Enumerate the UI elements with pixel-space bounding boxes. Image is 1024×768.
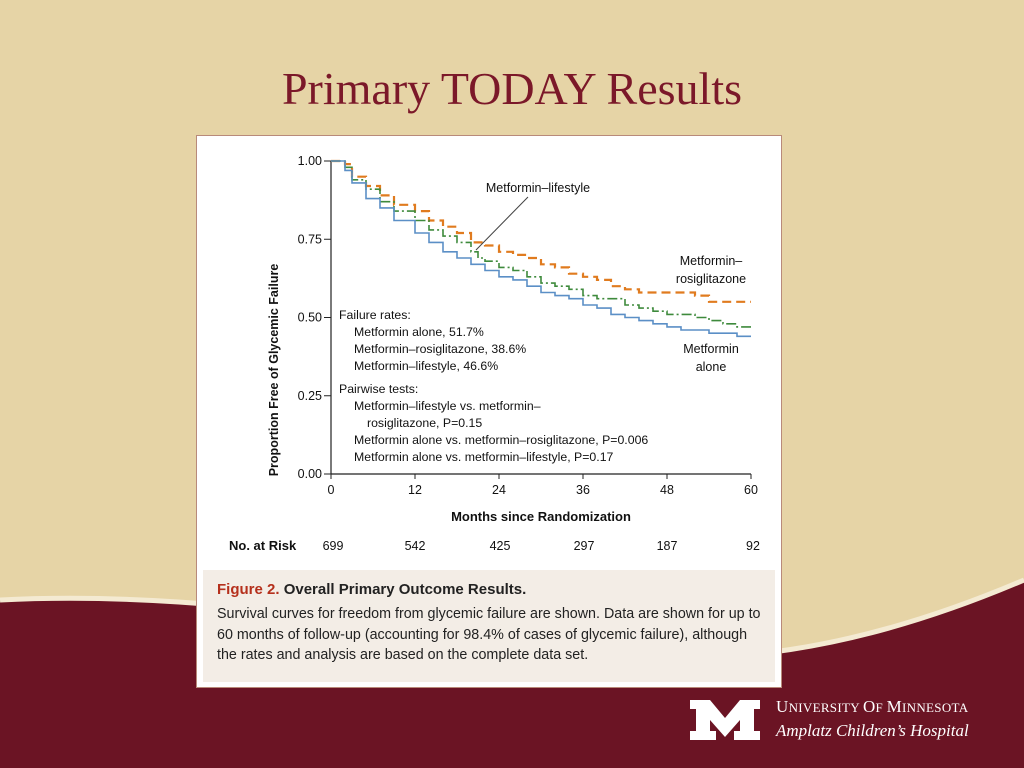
- series-label-rosiglitazone-1: Metformin–: [680, 254, 743, 268]
- at-risk-value: 542: [405, 539, 426, 553]
- at-risk-value: 297: [574, 539, 595, 553]
- chart-axes: 0 12 24 36 48 60 0.00 0.25 0.50 0.75 1.00: [298, 154, 758, 497]
- annotation-rate-lifestyle: Metformin–lifestyle, 46.6%: [354, 359, 498, 373]
- at-risk-values: 699 542 425 297 187 92: [323, 539, 760, 553]
- hospital-name: Amplatz Children’s Hospital: [776, 721, 969, 740]
- university-name: UNIVERSITY OF MINNESOTA: [776, 697, 969, 716]
- figure-caption: Figure 2. Overall Primary Outcome Result…: [203, 570, 775, 682]
- university-logo: [690, 700, 760, 745]
- series-label-lifestyle: Metformin–lifestyle: [486, 181, 590, 195]
- y-tick-label: 0.25: [298, 389, 322, 403]
- figure-card: 0 12 24 36 48 60 0.00 0.25 0.50 0.75 1.00 Proporti…: [196, 135, 782, 688]
- y-tick-label: 0.50: [298, 311, 322, 325]
- x-tick-label: 24: [492, 483, 506, 497]
- at-risk-value: 187: [657, 539, 678, 553]
- annotation-test-1b: rosiglitazone, P=0.15: [367, 416, 482, 430]
- km-chart: 0 12 24 36 48 60 0.00 0.25 0.50 0.75 1.00 Proporti…: [229, 154, 760, 553]
- chart-series: [331, 159, 751, 338]
- series-label-alone-2: alone: [696, 360, 727, 374]
- annotation-test-2: Metformin alone vs. metformin–rosiglitaz…: [354, 433, 648, 447]
- annotation-test-3: Metformin alone vs. metformin–lifestyle,…: [354, 450, 614, 464]
- block-m-icon: [690, 700, 760, 740]
- annotation-rate-rosiglitazone: Metformin–rosiglitazone, 38.6%: [354, 342, 526, 356]
- series-line-alone: [331, 160, 751, 338]
- figure-label: Figure 2.: [217, 581, 280, 598]
- x-tick-label: 36: [576, 483, 590, 497]
- y-tick-label: 1.00: [298, 154, 322, 168]
- at-risk-label: No. at Risk: [229, 538, 297, 553]
- x-tick-label: 60: [744, 483, 758, 497]
- figure-title: Overall Primary Outcome Results.: [283, 581, 527, 598]
- at-risk-value: 92: [746, 539, 760, 553]
- series-line-rosiglitazone: [331, 159, 751, 303]
- y-axis-label: Proportion Free of Glycemic Failure: [267, 264, 281, 477]
- x-tick-label: 0: [328, 483, 335, 497]
- caption-text: Survival curves for freedom from glycemi…: [217, 606, 761, 663]
- caption-heading: Figure 2. Overall Primary Outcome Result…: [217, 580, 763, 600]
- y-tick-label: 0.00: [298, 467, 322, 481]
- y-tick-label: 0.75: [298, 232, 322, 246]
- annotation-test-1a: Metformin–lifestyle vs. metformin–: [354, 399, 541, 413]
- series-label-rosiglitazone-2: rosiglitazone: [676, 272, 746, 286]
- slide-title: Primary TODAY Results: [281, 63, 743, 114]
- at-risk-value: 699: [323, 539, 344, 553]
- annotation-failure-rates-heading: Failure rates:: [339, 308, 411, 322]
- annotation-pairwise-heading: Pairwise tests:: [339, 382, 418, 396]
- series-label-alone-1: Metformin: [683, 342, 739, 356]
- series-label-lifestyle-pointer: [475, 196, 529, 251]
- at-risk-value: 425: [490, 539, 511, 553]
- x-tick-label: 48: [660, 483, 674, 497]
- x-tick-label: 12: [408, 483, 422, 497]
- annotation-rate-alone: Metformin alone, 51.7%: [354, 325, 484, 339]
- x-axis-label: Months since Randomization: [451, 509, 631, 524]
